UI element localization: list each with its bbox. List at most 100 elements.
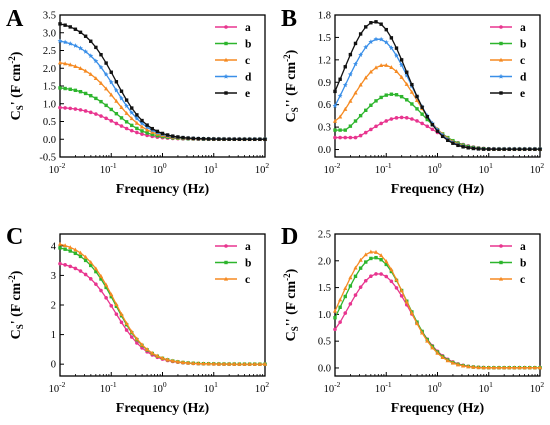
data-point xyxy=(129,128,134,133)
data-point xyxy=(353,274,358,279)
data-point xyxy=(216,361,221,366)
data-point xyxy=(487,147,491,151)
data-point xyxy=(338,320,342,324)
data-point xyxy=(364,260,368,264)
chart-panel-D: D 0.0 0.5 1.0 1.5 2.0 2.5 10-2 10-1 100 101 102 Freq… xyxy=(281,224,544,416)
data-point xyxy=(332,103,338,108)
data-point xyxy=(394,53,399,58)
y-tick-label: 2.0 xyxy=(318,256,331,267)
data-point xyxy=(109,92,114,97)
data-point xyxy=(450,360,455,365)
data-point xyxy=(262,361,268,366)
data-point xyxy=(384,93,388,97)
legend-label: e xyxy=(245,88,250,100)
data-point xyxy=(363,75,368,80)
data-point xyxy=(104,282,109,287)
x-tick-label: 101 xyxy=(204,380,219,395)
panel-label: B xyxy=(281,6,297,32)
legend-marker xyxy=(499,260,503,265)
data-point xyxy=(63,263,67,267)
data-point xyxy=(83,272,88,277)
data-point xyxy=(425,117,429,122)
legend-label: a xyxy=(245,22,251,34)
data-point xyxy=(78,269,83,273)
legend-label: b xyxy=(520,39,526,51)
data-point xyxy=(497,147,501,151)
data-point xyxy=(358,52,364,57)
data-point xyxy=(522,365,527,370)
data-point xyxy=(399,94,404,99)
data-point xyxy=(466,364,471,369)
data-point xyxy=(353,41,358,46)
legend-marker xyxy=(499,91,503,95)
data-point xyxy=(399,62,405,68)
data-point xyxy=(379,121,383,126)
data-point xyxy=(481,365,486,370)
data-point xyxy=(217,137,221,141)
data-point xyxy=(379,253,384,258)
data-point xyxy=(409,89,414,94)
y-tick-label: 1.5 xyxy=(43,82,56,93)
data-point xyxy=(507,147,511,151)
data-point xyxy=(333,327,337,332)
data-point xyxy=(528,147,532,151)
data-point xyxy=(461,145,465,149)
legend-marker xyxy=(498,276,504,281)
y-tick-label: 1.8 xyxy=(318,11,331,22)
legend-marker xyxy=(224,91,228,95)
data-point xyxy=(140,132,144,136)
data-point xyxy=(384,274,389,279)
data-point xyxy=(358,82,363,87)
data-point xyxy=(58,22,62,26)
x-tick-label: 102 xyxy=(255,380,270,395)
data-point xyxy=(405,98,409,102)
x-axis-title: Frequency (Hz) xyxy=(116,182,210,197)
legend-item: a xyxy=(490,22,526,34)
data-point xyxy=(338,77,342,81)
data-point xyxy=(364,108,368,113)
data-point xyxy=(160,131,165,136)
data-point xyxy=(139,120,145,126)
data-point xyxy=(73,88,78,93)
data-point xyxy=(384,27,388,32)
data-point xyxy=(384,259,389,264)
data-point xyxy=(374,255,378,260)
data-point xyxy=(155,134,160,138)
data-point xyxy=(358,257,363,262)
legend-marker xyxy=(498,57,504,62)
data-point xyxy=(389,65,394,69)
data-point xyxy=(68,264,73,269)
data-point xyxy=(461,363,466,368)
data-point xyxy=(98,273,104,278)
data-point xyxy=(353,265,358,270)
data-point xyxy=(451,141,455,145)
data-point xyxy=(83,68,88,73)
data-point xyxy=(471,146,476,151)
data-point xyxy=(73,64,78,68)
data-point xyxy=(471,364,476,369)
data-point xyxy=(353,61,358,67)
data-point xyxy=(533,147,537,151)
chart-panel-B: B 0.0 0.3 0.6 0.9 1.2 1.5 1.8 10-2 10-1 100 101 102 F… xyxy=(281,6,544,197)
data-point xyxy=(78,89,83,94)
data-point xyxy=(343,128,347,132)
data-point xyxy=(165,133,170,137)
data-point xyxy=(139,342,145,347)
plot-frame xyxy=(59,233,266,377)
data-point xyxy=(176,135,180,139)
data-point xyxy=(342,82,348,88)
data-point xyxy=(78,66,83,70)
data-point xyxy=(343,65,347,69)
x-tick-label: 10-1 xyxy=(100,161,117,176)
data-point xyxy=(389,269,394,274)
data-point xyxy=(88,110,93,115)
data-point xyxy=(99,114,103,118)
data-point xyxy=(389,36,394,40)
data-point xyxy=(186,136,190,140)
panel-label: C xyxy=(6,224,23,250)
data-point xyxy=(83,258,88,263)
data-point xyxy=(78,108,83,112)
data-point xyxy=(108,79,114,85)
data-point xyxy=(212,137,216,141)
data-point xyxy=(104,296,108,300)
